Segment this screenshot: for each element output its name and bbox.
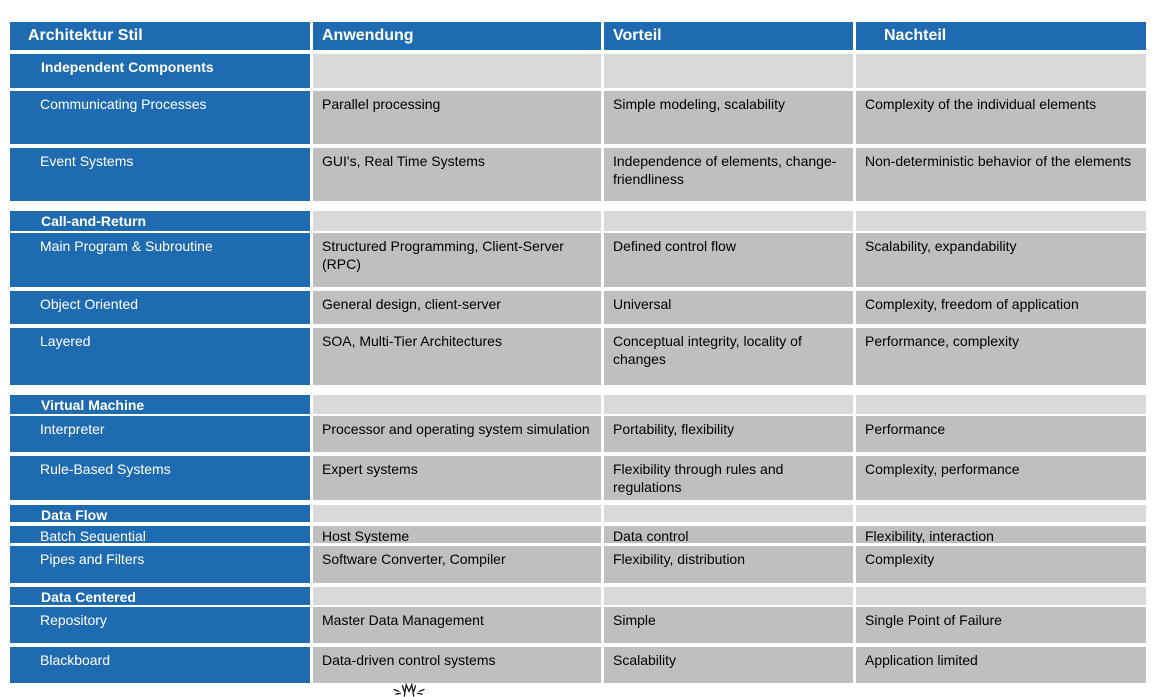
cell-architektur-stil: Layered: [10, 328, 310, 385]
table-row-category: Data Centered: [10, 587, 1146, 605]
cell-vorteil: [604, 54, 853, 88]
table-row-category: Independent Components: [10, 54, 1146, 88]
cell-anwendung: Parallel processing: [313, 91, 601, 144]
header-vorteil: Vorteil: [604, 22, 853, 50]
cell-architektur-stil: Rule-Based Systems: [10, 456, 310, 500]
cell-architektur-stil: Event Systems: [10, 148, 310, 201]
cell-anwendung: Structured Programming, Client-Server (R…: [313, 233, 601, 287]
table-row: Rule-Based Systems Expert systems Flexib…: [10, 456, 1146, 500]
table-row-category: Data Flow: [10, 505, 1146, 522]
cell-nachteil: Performance: [856, 416, 1146, 452]
cell-anwendung: [313, 54, 601, 88]
table-row: Repository Master Data Management Simple…: [10, 607, 1146, 643]
cell-nachteil: Non-deterministic behavior of the elemen…: [856, 148, 1146, 201]
header-nachteil: Nachteil: [856, 22, 1146, 50]
cell-architektur-stil: Pipes and Filters: [10, 546, 310, 583]
table-row: Layered SOA, Multi-Tier Architectures Co…: [10, 328, 1146, 385]
cell-vorteil: Universal: [604, 291, 853, 324]
cell-anwendung: Data-driven control systems: [313, 647, 601, 683]
table-row: Batch Sequential Host Systeme Data contr…: [10, 526, 1146, 543]
table-row: Pipes and Filters Software Converter, Co…: [10, 546, 1146, 583]
cell-anwendung: GUI's, Real Time Systems: [313, 148, 601, 201]
cell-nachteil: [856, 587, 1146, 605]
cell-anwendung: Expert systems: [313, 456, 601, 500]
cell-vorteil: Portability, flexibility: [604, 416, 853, 452]
architecture-styles-table: Architektur Stil Anwendung Vorteil Nacht…: [10, 22, 1146, 683]
header-architektur-stil: Architektur Stil: [10, 22, 310, 50]
cell-nachteil: Single Point of Failure: [856, 607, 1146, 643]
cell-nachteil: [856, 211, 1146, 231]
cell-nachteil: Scalability, expandability: [856, 233, 1146, 287]
cell-anwendung: Master Data Management: [313, 607, 601, 643]
cell-architektur-stil: Object Oriented: [10, 291, 310, 324]
cell-architektur-stil: Communicating Processes: [10, 91, 310, 144]
cell-vorteil: Simple modeling, scalability: [604, 91, 853, 144]
cell-vorteil: Flexibility through rules and regulation…: [604, 456, 853, 500]
cell-vorteil: Simple: [604, 607, 853, 643]
cell-nachteil: [856, 54, 1146, 88]
cell-anwendung: [313, 211, 601, 231]
cell-anwendung: Software Converter, Compiler: [313, 546, 601, 583]
cell-vorteil: Data control: [604, 526, 853, 543]
cell-nachteil: Application limited: [856, 647, 1146, 683]
header-anwendung: Anwendung: [313, 22, 601, 50]
cell-architektur-stil: Blackboard: [10, 647, 310, 683]
cell-nachteil: Performance, complexity: [856, 328, 1146, 385]
cell-vorteil: [604, 395, 853, 414]
cell-nachteil: Complexity: [856, 546, 1146, 583]
cell-anwendung: [313, 587, 601, 605]
cell-vorteil: Scalability: [604, 647, 853, 683]
cell-architektur-stil: Data Centered: [10, 587, 310, 605]
cell-anwendung: General design, client-server: [313, 291, 601, 324]
cell-vorteil: [604, 505, 853, 522]
table-row: Object Oriented General design, client-s…: [10, 291, 1146, 324]
cell-architektur-stil: Call-and-Return: [10, 211, 310, 231]
table-row: Interpreter Processor and operating syst…: [10, 416, 1146, 452]
cell-nachteil: [856, 505, 1146, 522]
table-row: Communicating Processes Parallel process…: [10, 91, 1146, 144]
cell-architektur-stil: Independent Components: [10, 54, 310, 88]
cell-vorteil: Independence of elements, change-friendl…: [604, 148, 853, 201]
cell-architektur-stil: Virtual Machine: [10, 395, 310, 414]
cell-architektur-stil: Data Flow: [10, 505, 310, 522]
cell-anwendung: Host Systeme: [313, 526, 601, 543]
cell-anwendung: [313, 505, 601, 522]
table-body: Independent Components Communicating Pro…: [10, 54, 1146, 683]
cell-vorteil: Flexibility, distribution: [604, 546, 853, 583]
table-row: Blackboard Data-driven control systems S…: [10, 647, 1146, 683]
cell-anwendung: [313, 395, 601, 414]
cell-architektur-stil: Batch Sequential: [10, 526, 310, 543]
cell-nachteil: Complexity, performance: [856, 456, 1146, 500]
cell-nachteil: [856, 395, 1146, 414]
cell-nachteil: Flexibility, interaction: [856, 526, 1146, 543]
cell-nachteil: Complexity of the individual elements: [856, 91, 1146, 144]
cell-nachteil: Complexity, freedom of application: [856, 291, 1146, 324]
sunburst-logo-icon: [393, 682, 425, 697]
cell-vorteil: [604, 211, 853, 231]
table-row: Main Program & Subroutine Structured Pro…: [10, 233, 1146, 287]
table-row-category: Call-and-Return: [10, 211, 1146, 231]
table-row: Event Systems GUI's, Real Time Systems I…: [10, 148, 1146, 201]
cell-vorteil: [604, 587, 853, 605]
cell-vorteil: Defined control flow: [604, 233, 853, 287]
cell-architektur-stil: Main Program & Subroutine: [10, 233, 310, 287]
cell-architektur-stil: Repository: [10, 607, 310, 643]
cell-vorteil: Conceptual integrity, locality of change…: [604, 328, 853, 385]
table-row-category: Virtual Machine: [10, 395, 1146, 414]
cell-anwendung: SOA, Multi-Tier Architectures: [313, 328, 601, 385]
cell-anwendung: Processor and operating system simulatio…: [313, 416, 601, 452]
table-header-row: Architektur Stil Anwendung Vorteil Nacht…: [10, 22, 1146, 50]
cell-architektur-stil: Interpreter: [10, 416, 310, 452]
